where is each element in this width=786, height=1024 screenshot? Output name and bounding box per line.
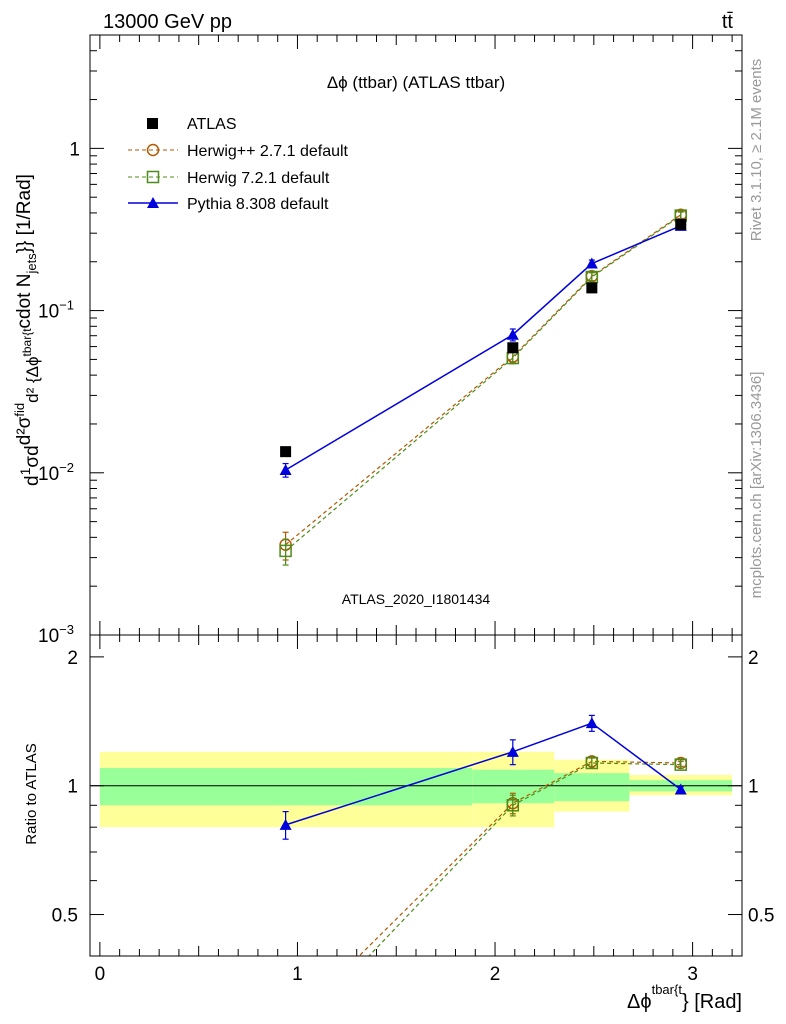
x-tick-label: 1 bbox=[292, 964, 303, 985]
legend-entry-pythia: Pythia 8.308 default bbox=[128, 196, 329, 213]
ratio-pythia-8-308-default-point bbox=[585, 717, 598, 729]
main-atlas-point bbox=[507, 342, 519, 354]
main-ytick-label: 10−1 bbox=[38, 298, 74, 323]
main-panel: 10−3 10−2 10−1 1 Δϕ (ttbar) (ATLAS ttbar) A… bbox=[12, 34, 743, 647]
legend-herwigpp-label: Herwig++ 2.7.1 default bbox=[187, 143, 349, 160]
x-tick-label: 0 bbox=[95, 964, 106, 985]
main-pythia-8-308-default-line bbox=[285, 225, 682, 471]
main-ytick-label: 10−3 bbox=[38, 622, 74, 647]
ratio-ytick-label-right: 2 bbox=[748, 648, 759, 669]
watermark-label: ATLAS_2020_I1801434 bbox=[342, 591, 491, 607]
legend-herwigpp-marker bbox=[146, 143, 160, 157]
ratio-herwig-7-2-1-default-point bbox=[585, 756, 599, 770]
main-atlas-point bbox=[675, 218, 687, 230]
ratio-pythia-8-308-default-point bbox=[506, 745, 519, 757]
x-tick-label: 2 bbox=[490, 964, 501, 985]
legend-herwig7-label: Herwig 7.2.1 default bbox=[187, 170, 330, 187]
stat-uncertainty-band bbox=[554, 773, 630, 802]
ratio-herwig-2-7-1-default-line bbox=[358, 760, 681, 956]
stat-uncertainty-band bbox=[99, 767, 473, 806]
ratio-ytick-label-left: 2 bbox=[67, 648, 78, 669]
ratio-pythia-8-308-default-point bbox=[279, 818, 292, 830]
main-pythia-8-308-default-point bbox=[279, 464, 292, 476]
ratio-herwig-7-2-1-default-point bbox=[506, 799, 520, 812]
x-tick-label: 3 bbox=[687, 964, 698, 985]
legend-pythia-marker bbox=[147, 197, 159, 208]
ratio-ytick-label-left: 0.5 bbox=[52, 906, 78, 927]
main-herwig-7-2-1-default-point bbox=[279, 544, 292, 558]
main-title: Δϕ (ttbar) (ATLAS ttbar) bbox=[327, 73, 505, 92]
ratio-ytick-label-right: 0.5 bbox=[748, 906, 774, 927]
main-ytick-label: 1 bbox=[69, 139, 80, 160]
main-ylabel: d1σdd²σfidd² {Δϕtbar{tcdot Njets}} [1/Ra… bbox=[12, 174, 43, 486]
main-atlas-point bbox=[586, 282, 598, 294]
ratio-ytick-label-right: 1 bbox=[748, 777, 759, 798]
ratio-herwig-7-2-1-default-point bbox=[674, 758, 688, 771]
rivet-label: Rivet 3.1.10, ≥ 2.1M events bbox=[748, 59, 765, 242]
main-pythia-8-308-default-point bbox=[585, 257, 598, 269]
main-pythia-8-308-default-point bbox=[506, 328, 519, 340]
ratio-pythia-8-308-default-line bbox=[285, 722, 682, 826]
mcplots-label: mcplots.cern.ch [arXiv:1306.3436] bbox=[748, 372, 765, 599]
x-axis-label: Δϕtbar{t} [Rad] bbox=[627, 982, 742, 1013]
energy-label: 13000 GeV pp bbox=[103, 11, 232, 33]
legend-atlas-marker bbox=[147, 118, 158, 129]
legend-entry-herwigpp: Herwig++ 2.7.1 default bbox=[128, 143, 349, 160]
ratio-series-group bbox=[279, 714, 688, 956]
ratio-ylabel: Ratio to ATLAS bbox=[23, 743, 40, 844]
legend-atlas-label: ATLAS bbox=[187, 116, 237, 133]
legend-entry-atlas: ATLAS bbox=[147, 116, 237, 133]
legend: ATLAS Herwig++ 2.7.1 default Herwig 7.2.… bbox=[128, 116, 349, 213]
ratio-pythia-8-308-default-point bbox=[674, 783, 687, 795]
main-herwig-2-7-1-default-line bbox=[285, 214, 682, 546]
ratio-herwig-7-2-1-default-line bbox=[368, 762, 681, 956]
legend-entry-herwig7: Herwig 7.2.1 default bbox=[128, 170, 330, 187]
process-label: tt̄ bbox=[722, 11, 734, 33]
main-atlas-point bbox=[280, 446, 292, 458]
main-ytick-label: 10−2 bbox=[38, 460, 74, 485]
legend-herwig7-marker bbox=[146, 170, 160, 184]
legend-pythia-label: Pythia 8.308 default bbox=[187, 196, 329, 213]
ratio-ytick-label-left: 1 bbox=[67, 777, 78, 798]
ratio-panel: 0 1 2 3 0.5 0.5 1 1 2 2 Ratio to ATLAS Δϕtbar{t} … bbox=[23, 634, 774, 1013]
main-herwig-7-2-1-default-line bbox=[285, 215, 682, 552]
